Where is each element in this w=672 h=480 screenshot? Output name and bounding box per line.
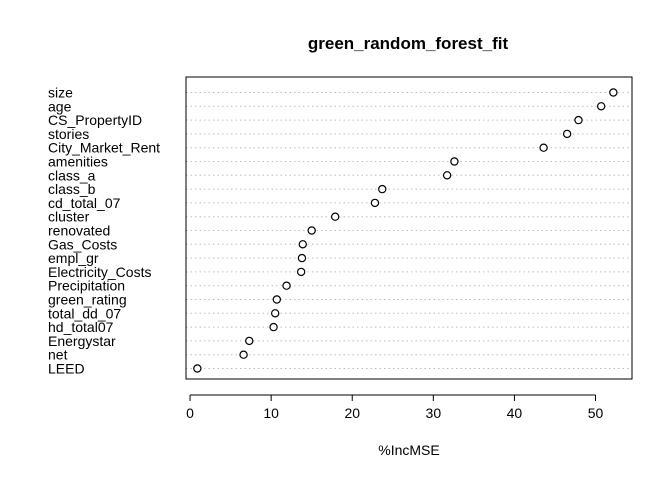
category-label: Gas_Costs xyxy=(48,236,117,252)
category-label: size xyxy=(48,85,73,101)
category-label: cd_total_07 xyxy=(48,195,121,211)
category-label: net xyxy=(48,347,68,363)
category-label: renovated xyxy=(48,223,110,239)
x-axis: 0 10 20 30 40 50 xyxy=(186,394,604,421)
plot-frame xyxy=(185,76,633,380)
x-tick-label: 10 xyxy=(263,405,279,421)
data-point xyxy=(378,184,387,194)
data-point xyxy=(245,336,254,346)
x-tick-label: 40 xyxy=(507,405,523,421)
chart-title: green_random_forest_fit xyxy=(308,34,509,53)
data-point xyxy=(370,198,380,208)
data-point xyxy=(271,309,280,318)
category-label: hd_total07 xyxy=(48,319,114,335)
category-label: cluster xyxy=(48,209,90,225)
category-label: City_Market_Rent xyxy=(48,140,160,156)
x-tick-label: 0 xyxy=(186,405,194,421)
data-point xyxy=(562,129,572,139)
data-point xyxy=(282,281,291,290)
data-point xyxy=(297,253,307,263)
category-labels: sizeageCS_PropertyIDstoriesCity_Market_R… xyxy=(48,85,160,377)
data-point xyxy=(193,364,202,373)
category-label: Electricity_Costs xyxy=(48,264,151,280)
category-label: age xyxy=(48,98,72,114)
data-point xyxy=(539,143,548,152)
data-point xyxy=(307,226,316,235)
x-axis-title: %IncMSE xyxy=(378,442,439,458)
category-label: Energystar xyxy=(48,333,116,349)
category-label: class_b xyxy=(48,181,96,197)
data-point xyxy=(296,267,306,277)
data-point xyxy=(450,157,459,166)
data-point xyxy=(269,322,278,332)
data-point xyxy=(609,88,618,97)
category-label: class_a xyxy=(48,167,96,183)
data-points xyxy=(193,88,618,373)
category-label: green_rating xyxy=(48,292,127,308)
x-tick-label: 50 xyxy=(588,405,604,421)
data-point xyxy=(596,102,606,111)
data-point xyxy=(298,240,307,249)
category-label: CS_PropertyID xyxy=(48,112,142,128)
data-point xyxy=(574,115,583,125)
category-label: amenities xyxy=(48,154,108,170)
category-label: total_dd_07 xyxy=(48,305,121,321)
category-label: stories xyxy=(48,126,89,142)
x-tick-label: 20 xyxy=(344,405,360,421)
category-label: Precipitation xyxy=(48,278,125,294)
data-point xyxy=(331,212,340,221)
category-label: empl_gr xyxy=(48,250,99,266)
data-point xyxy=(239,350,248,359)
data-point xyxy=(272,295,282,304)
data-point xyxy=(442,171,452,180)
category-label: LEED xyxy=(48,361,85,377)
x-tick-label: 30 xyxy=(426,405,442,421)
